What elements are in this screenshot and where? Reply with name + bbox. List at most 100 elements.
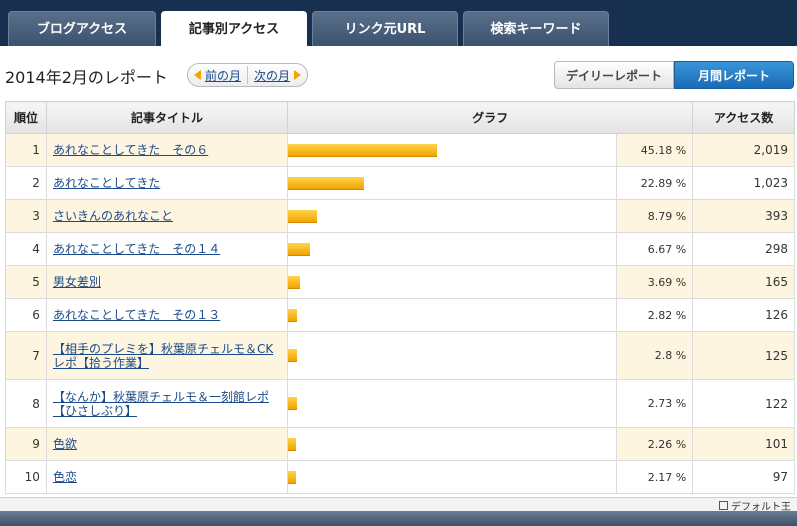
footer-label: デフォルト王 bbox=[719, 498, 791, 513]
percent-value: 2.8 % bbox=[616, 331, 694, 380]
tab-blog-access[interactable]: ブログアクセス bbox=[8, 11, 156, 46]
access-share-bar bbox=[288, 397, 298, 410]
access-count-value: 126 bbox=[692, 298, 795, 332]
access-share-bar bbox=[288, 209, 318, 223]
pager-divider bbox=[247, 66, 249, 84]
title-cell: 【相手のプレミを】秋葉原チェルモ＆CKレポ【拾う作業】 bbox=[45, 331, 289, 380]
prev-month-link[interactable]: 前の月 bbox=[188, 64, 247, 86]
title-cell: 色恋 bbox=[45, 460, 289, 494]
os-taskbar bbox=[0, 511, 797, 526]
article-title-link[interactable]: 【なんか】秋葉原チェルモ＆一刻館レポ【ひさしぶり】 bbox=[52, 389, 269, 418]
rank-number: 9 bbox=[5, 427, 47, 461]
title-cell: 色欲 bbox=[45, 427, 289, 461]
article-ranking-table: 順位 記事タイトル グラフ アクセス数 1 あれなことしてきた その６ 45.18 … bbox=[5, 101, 795, 494]
table-row: 9 色欲 2.26 % 101 bbox=[5, 427, 795, 461]
rank-number: 4 bbox=[5, 232, 47, 266]
access-share-bar bbox=[288, 308, 298, 322]
header-article-title: 記事タイトル bbox=[45, 101, 289, 134]
title-cell: 男女差別 bbox=[45, 265, 289, 299]
rank-number: 8 bbox=[5, 379, 47, 428]
rank-number: 3 bbox=[5, 199, 47, 233]
table-row: 4 あれなことしてきた その１４ 6.67 % 298 bbox=[5, 232, 795, 266]
graph-cell bbox=[287, 460, 618, 494]
article-title-link[interactable]: あれなことしてきた bbox=[52, 176, 161, 190]
monthly-report-button[interactable]: 月間レポート bbox=[674, 61, 794, 89]
table-row: 8 【なんか】秋葉原チェルモ＆一刻館レポ【ひさしぶり】 2.73 % 122 bbox=[5, 379, 795, 428]
article-title-link[interactable]: あれなことしてきた その６ bbox=[52, 143, 209, 157]
graph-cell bbox=[287, 427, 618, 461]
percent-value: 2.73 % bbox=[616, 379, 694, 428]
article-title-link[interactable]: あれなことしてきた その１３ bbox=[52, 308, 221, 322]
title-cell: あれなことしてきた bbox=[45, 166, 289, 200]
percent-value: 6.67 % bbox=[616, 232, 694, 266]
percent-value: 3.69 % bbox=[616, 265, 694, 299]
title-cell: あれなことしてきた その１４ bbox=[45, 232, 289, 266]
graph-cell bbox=[287, 166, 618, 200]
access-share-bar bbox=[288, 470, 297, 484]
table-row: 1 あれなことしてきた その６ 45.18 % 2,019 bbox=[5, 133, 795, 167]
access-count-value: 393 bbox=[692, 199, 795, 233]
percent-value: 22.89 % bbox=[616, 166, 694, 200]
report-tab-bar: ブログアクセス 記事別アクセス リンク元URL 検索キーワード bbox=[0, 0, 797, 46]
table-body: 1 あれなことしてきた その６ 45.18 % 2,019 2 あれなことしてきた 22.8… bbox=[5, 133, 795, 494]
rank-number: 7 bbox=[5, 331, 47, 380]
next-month-link[interactable]: 次の月 bbox=[248, 64, 307, 86]
title-cell: あれなことしてきた その６ bbox=[45, 133, 289, 167]
footer-label-text: デフォルト王 bbox=[731, 502, 791, 513]
article-title-link[interactable]: 男女差別 bbox=[52, 275, 101, 289]
access-share-bar bbox=[288, 242, 311, 256]
table-row: 2 あれなことしてきた 22.89 % 1,023 bbox=[5, 166, 795, 200]
access-count-value: 165 bbox=[692, 265, 795, 299]
access-share-bar bbox=[288, 437, 297, 451]
prev-month-label: 前の月 bbox=[205, 68, 242, 83]
access-count-value: 298 bbox=[692, 232, 795, 266]
table-row: 10 色恋 2.17 % 97 bbox=[5, 460, 795, 494]
article-title-link[interactable]: 【相手のプレミを】秋葉原チェルモ＆CKレポ【拾う作業】 bbox=[52, 341, 274, 370]
graph-cell bbox=[287, 265, 618, 299]
month-pager: 前の月 次の月 bbox=[187, 63, 309, 87]
rank-number: 10 bbox=[5, 460, 47, 494]
access-count-value: 122 bbox=[692, 379, 795, 428]
percent-value: 45.18 % bbox=[616, 133, 694, 167]
header-access-count: アクセス数 bbox=[692, 101, 795, 134]
article-title-link[interactable]: さいきんのあれなこと bbox=[52, 209, 173, 223]
article-title-link[interactable]: あれなことしてきた その１４ bbox=[52, 242, 221, 256]
title-cell: あれなことしてきた その１３ bbox=[45, 298, 289, 332]
access-share-bar bbox=[288, 349, 298, 362]
header-rank: 順位 bbox=[5, 101, 47, 134]
access-share-bar bbox=[288, 176, 365, 190]
access-count-value: 2,019 bbox=[692, 133, 795, 167]
graph-cell bbox=[287, 298, 618, 332]
article-title-link[interactable]: 色恋 bbox=[52, 470, 77, 484]
access-count-value: 101 bbox=[692, 427, 795, 461]
title-cell: 【なんか】秋葉原チェルモ＆一刻館レポ【ひさしぶり】 bbox=[45, 379, 289, 428]
graph-cell bbox=[287, 133, 618, 167]
status-strip: デフォルト王 bbox=[0, 497, 797, 513]
article-title-link[interactable]: 色欲 bbox=[52, 437, 77, 451]
table-row: 3 さいきんのあれなこと 8.79 % 393 bbox=[5, 199, 795, 233]
rank-number: 5 bbox=[5, 265, 47, 299]
percent-value: 2.26 % bbox=[616, 427, 694, 461]
graph-cell bbox=[287, 232, 618, 266]
access-share-bar bbox=[288, 143, 438, 157]
tab-article-access[interactable]: 記事別アクセス bbox=[161, 11, 307, 46]
percent-value: 8.79 % bbox=[616, 199, 694, 233]
access-share-bar bbox=[288, 275, 301, 289]
table-row: 6 あれなことしてきた その１３ 2.82 % 126 bbox=[5, 298, 795, 332]
access-count-value: 1,023 bbox=[692, 166, 795, 200]
access-count-value: 97 bbox=[692, 460, 795, 494]
daily-report-button[interactable]: デイリーレポート bbox=[554, 61, 674, 89]
window-icon bbox=[719, 501, 728, 510]
graph-cell bbox=[287, 331, 618, 380]
rank-number: 6 bbox=[5, 298, 47, 332]
header-graph: グラフ bbox=[287, 101, 694, 134]
tab-referrer-url[interactable]: リンク元URL bbox=[312, 11, 458, 46]
tab-search-keyword[interactable]: 検索キーワード bbox=[463, 11, 609, 46]
table-header-row: 順位 記事タイトル グラフ アクセス数 bbox=[5, 101, 795, 134]
next-month-label: 次の月 bbox=[254, 68, 291, 83]
graph-cell bbox=[287, 379, 618, 428]
access-count-value: 125 bbox=[692, 331, 795, 380]
graph-cell bbox=[287, 199, 618, 233]
report-title: 2014年2月のレポート bbox=[5, 68, 168, 87]
table-row: 5 男女差別 3.69 % 165 bbox=[5, 265, 795, 299]
